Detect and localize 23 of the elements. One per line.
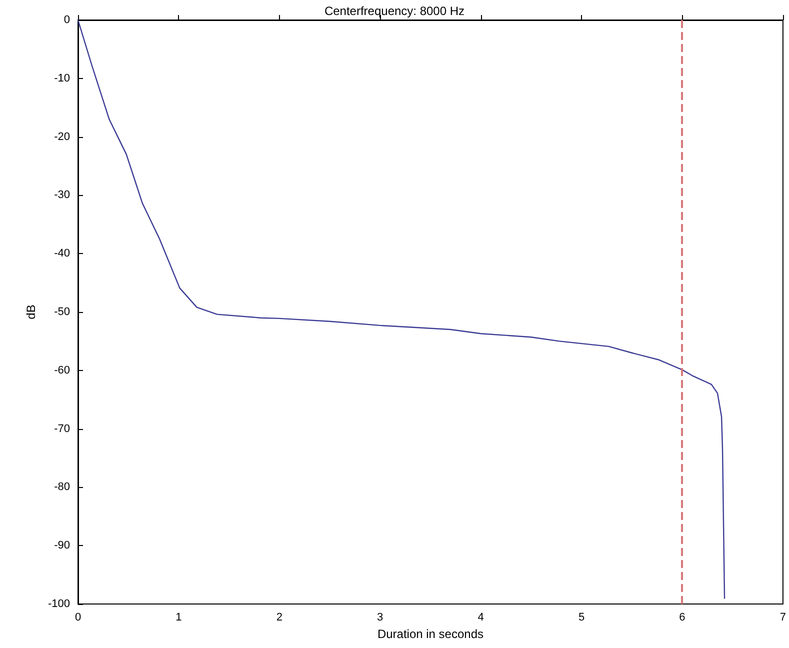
y-tick-label: -20 <box>54 130 70 143</box>
x-tick-label: 2 <box>276 612 282 624</box>
x-tick-label: 6 <box>679 612 686 624</box>
y-tick-label: -50 <box>54 306 70 318</box>
y-tick-label: 0 <box>64 14 70 26</box>
y-tick-label: -80 <box>54 481 70 494</box>
y-tick-label: -40 <box>54 248 70 260</box>
y-tick-label: -100 <box>48 598 70 610</box>
x-tick-label: 0 <box>74 612 82 624</box>
x-tick-label: 4 <box>478 612 484 624</box>
chart-title: Centerfrequency: 8000 Hz <box>324 4 465 18</box>
y-tick-label: -60 <box>54 364 70 376</box>
y-tick-label: -30 <box>54 189 70 202</box>
x-tick-label: 7 <box>780 612 786 624</box>
line-series <box>77 19 726 600</box>
x-tick-label: 1 <box>176 612 182 624</box>
x-tick-label: 3 <box>377 612 384 624</box>
y-tick-label: -10 <box>54 72 70 84</box>
x-axis-title: Duration in seconds <box>377 626 484 641</box>
y-tick-label: -70 <box>54 422 70 435</box>
y-tick-label: -90 <box>54 540 70 552</box>
x-tick-label: 5 <box>578 612 585 624</box>
y-axis-title: dB <box>24 304 38 320</box>
